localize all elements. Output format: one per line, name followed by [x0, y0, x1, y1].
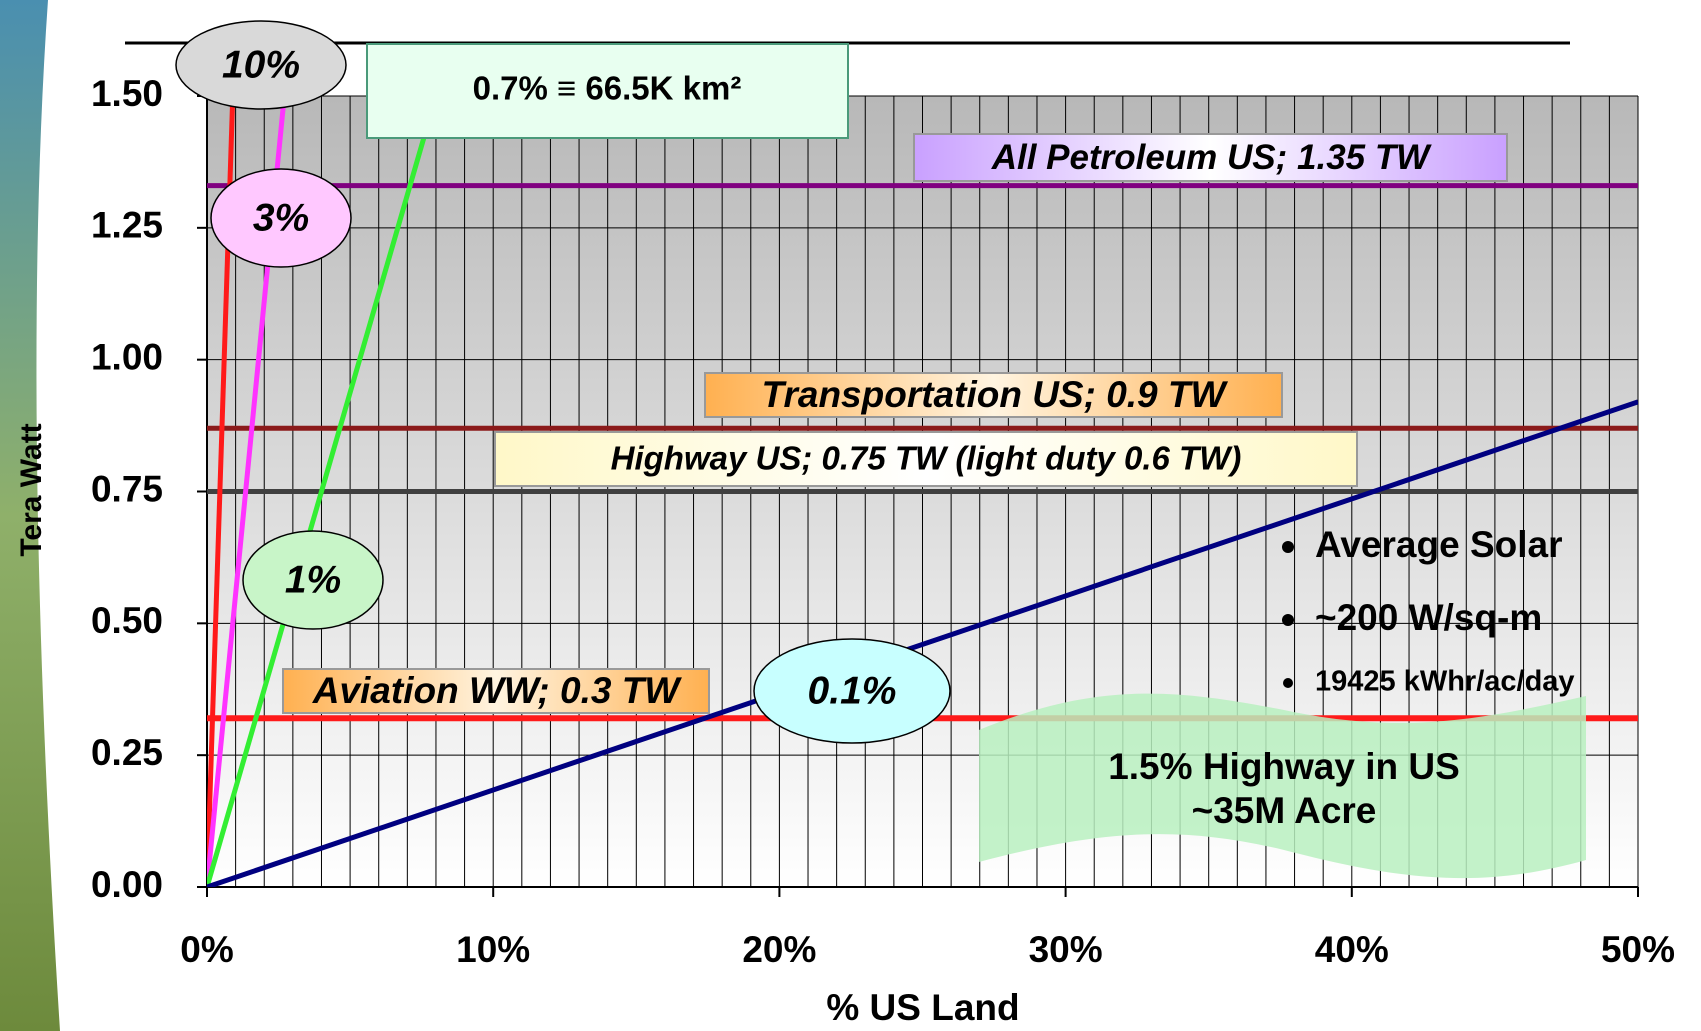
- reference-label: Aviation WW; 0.3 TW: [312, 670, 683, 711]
- y-tick-label: 0.25: [91, 732, 163, 773]
- x-tick-label: 20%: [742, 929, 816, 970]
- side-decoration: [0, 0, 60, 1031]
- legend-label: 3%: [253, 196, 309, 239]
- x-tick-label: 40%: [1315, 929, 1389, 970]
- x-axis-label: % US Land: [826, 987, 1019, 1028]
- legend-label: 0.1%: [808, 669, 897, 712]
- x-tick-label: 0%: [180, 929, 233, 970]
- reference-label-box: [913, 133, 1508, 182]
- y-tick-label: 0.75: [91, 468, 163, 509]
- note-text: 0.7% ≡ 66.5K km²: [473, 70, 742, 107]
- bullet-dot: [1282, 541, 1294, 553]
- bullet-text: Average Solar: [1315, 524, 1562, 565]
- y-axis-label: Tera Watt: [15, 423, 48, 556]
- legend-ellipse: [753, 638, 951, 744]
- note-box: [366, 43, 849, 139]
- reference-label-box: [282, 668, 710, 714]
- y-tick-label: 1.00: [91, 336, 163, 377]
- legend-label: 10%: [222, 43, 300, 86]
- bullet-dot: [1283, 678, 1293, 688]
- series-line: [207, 399, 1638, 887]
- x-tick-label: 10%: [456, 929, 530, 970]
- y-tick-label: 0.50: [91, 600, 163, 641]
- bullet-text: 19425 kWhr/ac/day: [1315, 666, 1575, 698]
- reference-label: Transportation US; 0.9 TW: [762, 374, 1229, 415]
- bullet-dot: [1282, 614, 1294, 626]
- banner: [979, 693, 1586, 879]
- reference-label-box: [494, 431, 1358, 487]
- x-tick-label: 50%: [1601, 929, 1675, 970]
- series-line: [207, 96, 439, 887]
- legend-ellipse: [242, 530, 384, 630]
- bullet-text: ~200 W/sq-m: [1315, 597, 1542, 638]
- x-tick-label: 30%: [1029, 929, 1103, 970]
- legend-ellipse: [175, 20, 347, 110]
- reference-label: Highway US; 0.75 TW (light duty 0.6 TW): [611, 440, 1242, 477]
- reference-label: All Petroleum US; 1.35 TW: [991, 138, 1433, 177]
- annotations: All Petroleum US; 1.35 TW Transportation …: [175, 20, 1586, 879]
- banner-text: 1.5% Highway in US: [1108, 746, 1460, 787]
- y-tick-label: 0.00: [91, 864, 163, 905]
- y-tick-label: 1.50: [91, 73, 163, 114]
- reference-label-box: [704, 372, 1283, 418]
- legend-label: 1%: [285, 558, 341, 601]
- banner-text: ~35M Acre: [1192, 790, 1377, 831]
- grid: 0% 10% 20% 30% 40% 50% 0.00 0.25 0.50 0.75 1.00 1.2…: [91, 73, 1675, 970]
- legend-ellipse: [210, 168, 352, 268]
- y-tick-label: 1.25: [91, 205, 163, 246]
